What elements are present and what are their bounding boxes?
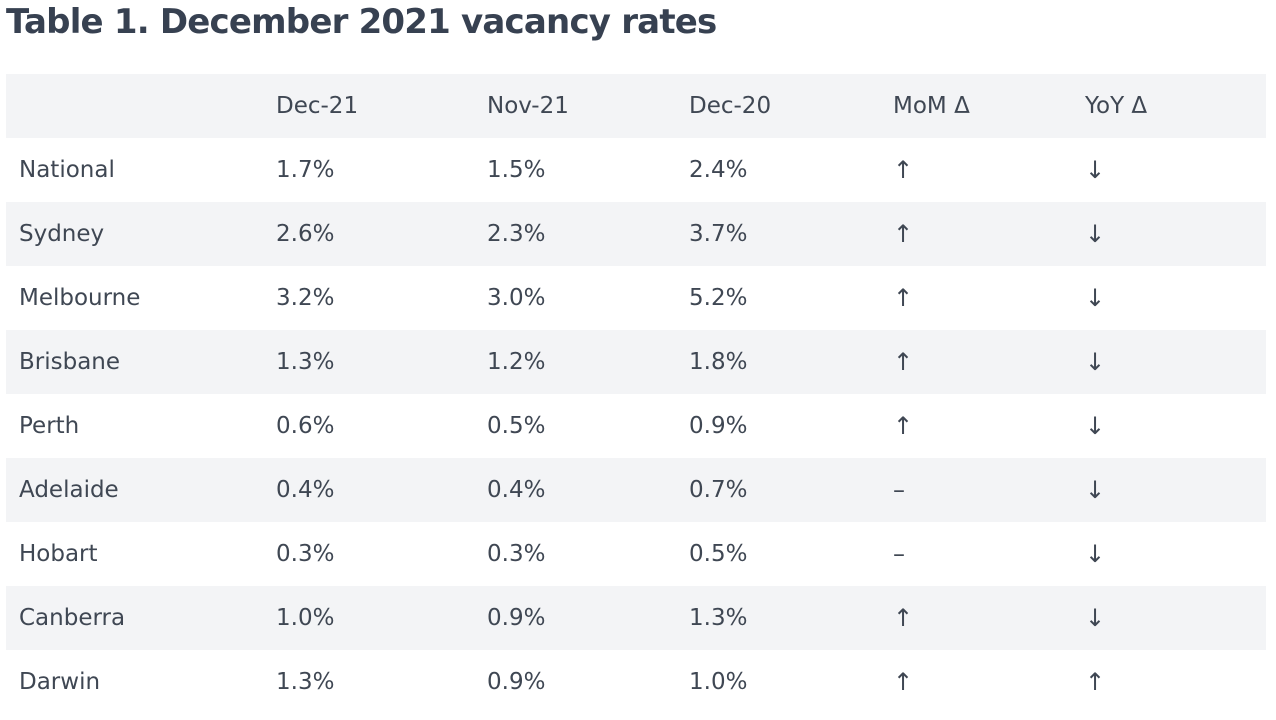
dec-20-cell: 3.7% — [689, 221, 748, 247]
table-row: Canberra 1.0% 0.9% 1.3% ↑ ↓ — [6, 586, 1266, 650]
city-cell: Melbourne — [19, 285, 141, 311]
mom-change-icon: ↑ — [893, 156, 914, 184]
nov-21-cell: 1.5% — [487, 157, 546, 183]
header-nov-21: Nov-21 — [487, 93, 569, 119]
dec-20-cell: 5.2% — [689, 285, 748, 311]
yoy-change-icon: ↓ — [1085, 476, 1106, 504]
nov-21-cell: 0.4% — [487, 477, 546, 503]
mom-change-icon: – — [893, 540, 905, 568]
mom-change-icon: ↑ — [893, 668, 914, 696]
dec-21-cell: 1.0% — [276, 605, 335, 631]
nov-21-cell: 0.9% — [487, 605, 546, 631]
dec-21-cell: 1.3% — [276, 669, 335, 695]
yoy-change-icon: ↓ — [1085, 604, 1106, 632]
nov-21-cell: 0.5% — [487, 413, 546, 439]
dec-20-cell: 1.8% — [689, 349, 748, 375]
vacancy-rates-table: Dec-21 Nov-21 Dec-20 MoM Δ YoY Δ Nationa… — [6, 74, 1266, 714]
yoy-change-icon: ↓ — [1085, 412, 1106, 440]
yoy-change-icon: ↓ — [1085, 220, 1106, 248]
city-cell: Canberra — [19, 605, 126, 631]
mom-change-icon: ↑ — [893, 348, 914, 376]
city-cell: Sydney — [19, 221, 105, 247]
table-title: Table 1. December 2021 vacancy rates — [6, 2, 717, 42]
dec-20-cell: 0.5% — [689, 541, 748, 567]
city-cell: Brisbane — [19, 349, 121, 375]
yoy-change-icon: ↑ — [1085, 668, 1106, 696]
dec-20-cell: 0.7% — [689, 477, 748, 503]
dec-20-cell: 1.3% — [689, 605, 748, 631]
table-row: Sydney 2.6% 2.3% 3.7% ↑ ↓ — [6, 202, 1266, 266]
table-row: Adelaide 0.4% 0.4% 0.7% – ↓ — [6, 458, 1266, 522]
yoy-change-icon: ↓ — [1085, 540, 1106, 568]
header-dec-21: Dec-21 — [276, 93, 359, 119]
table-row: Brisbane 1.3% 1.2% 1.8% ↑ ↓ — [6, 330, 1266, 394]
nov-21-cell: 0.9% — [487, 669, 546, 695]
nov-21-cell: 0.3% — [487, 541, 546, 567]
city-cell: Hobart — [19, 541, 98, 567]
dec-21-cell: 0.6% — [276, 413, 335, 439]
dec-21-cell: 2.6% — [276, 221, 335, 247]
yoy-change-icon: ↓ — [1085, 156, 1106, 184]
dec-20-cell: 2.4% — [689, 157, 748, 183]
city-cell: Darwin — [19, 669, 101, 695]
mom-change-icon: ↑ — [893, 604, 914, 632]
dec-21-cell: 0.3% — [276, 541, 335, 567]
dec-21-cell: 0.4% — [276, 477, 335, 503]
header-dec-20: Dec-20 — [689, 93, 772, 119]
city-cell: Perth — [19, 413, 80, 439]
table-row: Melbourne 3.2% 3.0% 5.2% ↑ ↓ — [6, 266, 1266, 330]
table-header-row: Dec-21 Nov-21 Dec-20 MoM Δ YoY Δ — [6, 74, 1266, 138]
header-mom-change: MoM Δ — [893, 93, 970, 119]
mom-change-icon: ↑ — [893, 220, 914, 248]
yoy-change-icon: ↓ — [1085, 284, 1106, 312]
dec-21-cell: 1.7% — [276, 157, 335, 183]
dec-21-cell: 3.2% — [276, 285, 335, 311]
nov-21-cell: 2.3% — [487, 221, 546, 247]
table-row: National 1.7% 1.5% 2.4% ↑ ↓ — [6, 138, 1266, 202]
mom-change-icon: – — [893, 476, 905, 504]
table-row: Hobart 0.3% 0.3% 0.5% – ↓ — [6, 522, 1266, 586]
mom-change-icon: ↑ — [893, 284, 914, 312]
table-row: Darwin 1.3% 0.9% 1.0% ↑ ↑ — [6, 650, 1266, 714]
table-row: Perth 0.6% 0.5% 0.9% ↑ ↓ — [6, 394, 1266, 458]
mom-change-icon: ↑ — [893, 412, 914, 440]
yoy-change-icon: ↓ — [1085, 348, 1106, 376]
dec-20-cell: 0.9% — [689, 413, 748, 439]
dec-21-cell: 1.3% — [276, 349, 335, 375]
city-cell: National — [19, 157, 115, 183]
dec-20-cell: 1.0% — [689, 669, 748, 695]
nov-21-cell: 3.0% — [487, 285, 546, 311]
city-cell: Adelaide — [19, 477, 119, 503]
nov-21-cell: 1.2% — [487, 349, 546, 375]
header-yoy-change: YoY Δ — [1085, 93, 1148, 119]
